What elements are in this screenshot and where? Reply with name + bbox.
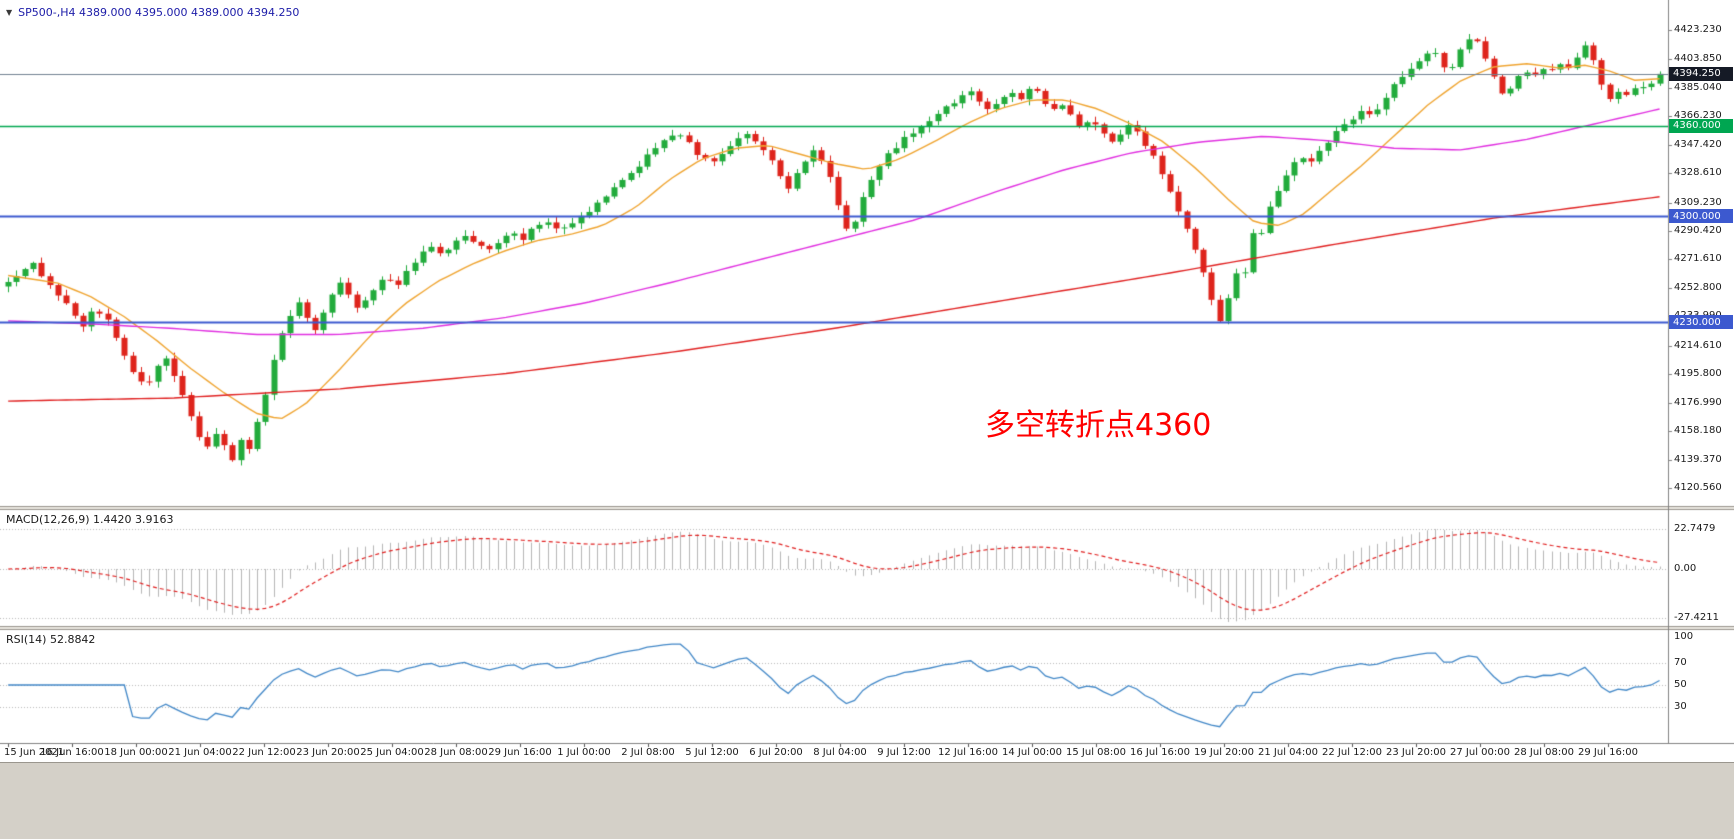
price-tick-label: 4139.370 bbox=[1674, 453, 1722, 465]
price-tick-label: 4366.230 bbox=[1674, 110, 1722, 122]
time-tick-label: 28 Jun 08:00 bbox=[424, 747, 488, 758]
price-tick-label: 4403.850 bbox=[1674, 53, 1722, 65]
time-tick-label: 19 Jul 20:00 bbox=[1194, 747, 1254, 758]
price-tick-label: 4347.420 bbox=[1674, 138, 1722, 150]
price-tick-label: 4252.800 bbox=[1674, 281, 1722, 293]
price-tick-label: 4176.990 bbox=[1674, 396, 1722, 408]
rsi-tick-label: 100 bbox=[1674, 631, 1694, 642]
chevron-down-icon[interactable]: ▼ bbox=[6, 7, 13, 17]
time-tick-label: 12 Jul 16:00 bbox=[938, 747, 998, 758]
time-tick-label: 21 Jun 04:00 bbox=[168, 747, 232, 758]
price-tick-label: 4214.610 bbox=[1674, 339, 1722, 351]
time-tick-label: 22 Jun 12:00 bbox=[232, 747, 296, 758]
price-tick-label: 4309.230 bbox=[1674, 196, 1722, 208]
time-tick-label: 9 Jul 12:00 bbox=[877, 747, 931, 758]
window-bottom-area bbox=[0, 762, 1734, 839]
time-tick-label: 6 Jul 20:00 bbox=[749, 747, 803, 758]
time-tick-label: 15 Jun 2021 bbox=[4, 747, 65, 758]
symbol-ohlc-label: SP500-,H4 4389.000 4395.000 4389.000 439… bbox=[18, 6, 300, 19]
time-tick-label: 22 Jul 12:00 bbox=[1322, 747, 1382, 758]
time-tick-label: 15 Jul 08:00 bbox=[1066, 747, 1126, 758]
price-badge: 4300.000 bbox=[1669, 209, 1733, 224]
price-tick-label: 4423.230 bbox=[1674, 24, 1722, 35]
macd-tick-label: 22.7479 bbox=[1674, 522, 1716, 534]
price-tick-label: 4158.180 bbox=[1674, 425, 1722, 437]
time-tick-label: 8 Jul 04:00 bbox=[813, 747, 867, 758]
rsi-tick-label: 50 bbox=[1674, 679, 1687, 690]
chart-annotation: 多空转折点4360 bbox=[985, 408, 1212, 443]
time-tick-label: 28 Jul 08:00 bbox=[1514, 747, 1574, 758]
price-badge: 4360.000 bbox=[1669, 118, 1733, 133]
time-tick-label: 1 Jul 00:00 bbox=[557, 747, 611, 758]
time-tick-label: 16 Jun 16:00 bbox=[40, 747, 104, 758]
rsi-tick-label: 30 bbox=[1674, 701, 1687, 712]
price-tick-label: 4385.040 bbox=[1674, 81, 1722, 93]
time-tick-label: 27 Jul 00:00 bbox=[1450, 747, 1510, 758]
time-tick-label: 23 Jul 20:00 bbox=[1386, 747, 1446, 758]
price-tick-label: 4328.610 bbox=[1674, 167, 1722, 179]
macd-tick-label: 0.00 bbox=[1674, 563, 1697, 574]
time-tick-label: 23 Jun 20:00 bbox=[296, 747, 360, 758]
time-tick-label: 21 Jul 04:00 bbox=[1258, 747, 1318, 758]
macd-indicator-label: MACD(12,26,9) 1.4420 3.9163 bbox=[6, 513, 174, 526]
price-tick-label: 4195.800 bbox=[1674, 368, 1722, 380]
time-tick-label: 25 Jun 04:00 bbox=[360, 747, 424, 758]
price-badge: 4394.250 bbox=[1669, 66, 1733, 81]
chart-canvas[interactable] bbox=[0, 0, 1734, 762]
rsi-indicator-label: RSI(14) 52.8842 bbox=[6, 633, 96, 646]
time-tick-label: 5 Jul 12:00 bbox=[685, 747, 739, 758]
rsi-tick-label: 70 bbox=[1674, 657, 1687, 668]
chart-header: ▼ SP500-,H4 4389.000 4395.000 4389.000 4… bbox=[6, 6, 299, 19]
time-tick-label: 29 Jul 16:00 bbox=[1578, 747, 1638, 758]
price-tick-label: 4290.420 bbox=[1674, 224, 1722, 236]
time-tick-label: 18 Jun 00:00 bbox=[104, 747, 168, 758]
time-tick-label: 14 Jul 00:00 bbox=[1002, 747, 1062, 758]
macd-tick-label: -27.4211 bbox=[1674, 611, 1719, 623]
time-tick-label: 2 Jul 08:00 bbox=[621, 747, 675, 758]
time-tick-label: 16 Jul 16:00 bbox=[1130, 747, 1190, 758]
price-badge: 4230.000 bbox=[1669, 315, 1733, 330]
price-tick-label: 4120.560 bbox=[1674, 482, 1722, 493]
price-tick-label: 4271.610 bbox=[1674, 253, 1722, 265]
time-tick-label: 29 Jun 16:00 bbox=[488, 747, 552, 758]
